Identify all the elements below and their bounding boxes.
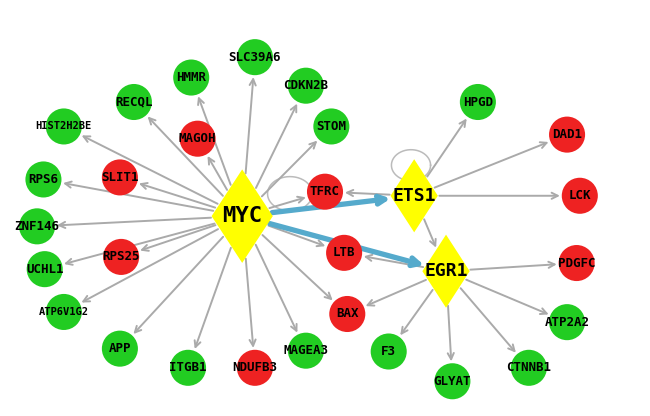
Ellipse shape <box>238 40 272 74</box>
Text: GLYAT: GLYAT <box>434 375 471 388</box>
Text: ZNF146: ZNF146 <box>14 220 60 233</box>
Text: ATP2A2: ATP2A2 <box>545 316 590 329</box>
Ellipse shape <box>47 109 81 144</box>
Text: F3: F3 <box>381 345 396 358</box>
Polygon shape <box>213 171 272 261</box>
Ellipse shape <box>314 109 348 144</box>
Text: MAGOH: MAGOH <box>179 132 216 145</box>
Text: SLIT1: SLIT1 <box>101 171 138 184</box>
Text: STOM: STOM <box>317 120 346 133</box>
Text: LCK: LCK <box>569 189 591 202</box>
Text: APP: APP <box>109 342 131 355</box>
Ellipse shape <box>103 332 137 366</box>
Text: LTB: LTB <box>333 246 356 259</box>
Text: ETS1: ETS1 <box>393 187 436 205</box>
Ellipse shape <box>171 351 205 385</box>
Text: RPS25: RPS25 <box>103 250 140 263</box>
Ellipse shape <box>20 209 54 243</box>
Text: RPS6: RPS6 <box>29 173 58 186</box>
Ellipse shape <box>512 351 546 385</box>
Ellipse shape <box>436 364 469 399</box>
Ellipse shape <box>550 305 584 339</box>
Ellipse shape <box>238 351 272 385</box>
Ellipse shape <box>27 252 62 286</box>
Ellipse shape <box>103 160 137 195</box>
Ellipse shape <box>461 85 495 119</box>
Ellipse shape <box>330 297 365 331</box>
Text: TFRC: TFRC <box>310 185 340 198</box>
Text: MAGEA3: MAGEA3 <box>283 344 328 357</box>
Ellipse shape <box>327 236 361 270</box>
Text: HPGD: HPGD <box>463 96 493 109</box>
Text: PDGFC: PDGFC <box>558 257 595 270</box>
Text: NDUFB3: NDUFB3 <box>233 362 278 374</box>
Text: UCHL1: UCHL1 <box>26 262 64 276</box>
Polygon shape <box>424 237 469 306</box>
Ellipse shape <box>560 246 593 280</box>
Text: RECQL: RECQL <box>115 96 153 109</box>
Text: ATP6V1G2: ATP6V1G2 <box>39 307 89 317</box>
Text: HMMR: HMMR <box>176 71 206 84</box>
Ellipse shape <box>308 175 342 209</box>
Text: ITGB1: ITGB1 <box>169 362 207 374</box>
Text: SLC39A6: SLC39A6 <box>229 51 281 64</box>
Ellipse shape <box>289 69 323 103</box>
Ellipse shape <box>289 334 323 368</box>
Ellipse shape <box>104 240 138 274</box>
Ellipse shape <box>26 162 60 197</box>
Text: HIST2H2BE: HIST2H2BE <box>36 121 92 131</box>
Text: CTNNB1: CTNNB1 <box>506 362 551 374</box>
Text: EGR1: EGR1 <box>424 262 468 280</box>
Ellipse shape <box>117 85 151 119</box>
Ellipse shape <box>181 121 214 156</box>
Ellipse shape <box>550 117 584 152</box>
Text: CDKN2B: CDKN2B <box>283 79 328 92</box>
Text: DAD1: DAD1 <box>552 128 582 141</box>
Ellipse shape <box>47 295 81 329</box>
Ellipse shape <box>563 178 597 213</box>
Polygon shape <box>392 161 437 230</box>
Text: BAX: BAX <box>336 307 359 320</box>
Ellipse shape <box>372 334 406 369</box>
Text: MYC: MYC <box>222 206 262 226</box>
Ellipse shape <box>174 60 209 95</box>
